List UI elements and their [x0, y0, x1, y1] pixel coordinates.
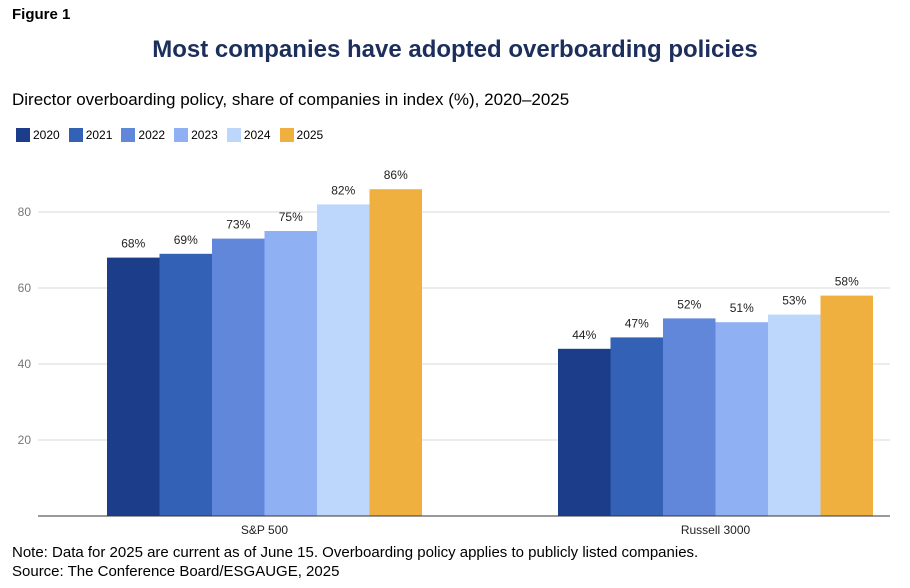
footnote: Note: Data for 2025 are current as of Ju… — [12, 543, 698, 581]
data-label: 51% — [730, 301, 754, 315]
y-tick-label: 60 — [18, 281, 32, 295]
legend-label: 2023 — [191, 128, 218, 142]
legend-label: 2021 — [85, 128, 113, 142]
y-tick-label: 80 — [18, 205, 32, 219]
legend-item-2023: 2023 — [174, 128, 218, 142]
bar-2021 — [610, 337, 663, 516]
legend-item-2020: 2020 — [16, 128, 60, 142]
data-label: 69% — [174, 233, 198, 247]
bar-2025 — [369, 189, 422, 516]
legend-item-2025: 2025 — [279, 128, 324, 142]
legend-label: 2022 — [138, 128, 166, 142]
legend-swatch — [279, 128, 294, 142]
legend-swatch — [174, 128, 189, 142]
x-category-label: S&P 500 — [241, 523, 288, 537]
figure-label: Figure 1 — [12, 6, 71, 23]
legend-swatch — [226, 128, 241, 142]
bar-2022 — [663, 318, 716, 516]
chart-subtitle: Director overboarding policy, share of c… — [12, 90, 570, 109]
bar-2022 — [212, 238, 265, 516]
bar-2024 — [768, 314, 821, 516]
data-label: 44% — [572, 328, 596, 342]
legend-item-2024: 2024 — [226, 128, 271, 142]
chart-title: Most companies have adopted overboarding… — [152, 36, 758, 63]
data-label: 52% — [677, 297, 701, 311]
legend-swatch — [121, 128, 136, 142]
y-tick-label: 40 — [18, 357, 32, 371]
bar-2024 — [317, 204, 370, 516]
legend: 2020 2021 2022 2023 2024 2025 — [16, 128, 323, 142]
data-label: 73% — [226, 218, 250, 232]
legend-swatch — [16, 128, 30, 142]
bar-2023 — [715, 322, 768, 516]
y-tick-label: 20 — [18, 433, 32, 447]
data-label: 86% — [384, 168, 408, 182]
note-text: Note: Data for 2025 are current as of Ju… — [12, 544, 699, 561]
bar-2023 — [264, 231, 317, 516]
data-label: 53% — [782, 294, 806, 308]
bar-2025 — [820, 295, 873, 516]
legend-label: 2024 — [243, 128, 271, 142]
legend-label: 2020 — [33, 128, 60, 142]
data-label: 75% — [279, 210, 303, 224]
source-text: Source: The Conference Board/ESGAUGE, 20… — [12, 563, 340, 580]
data-label: 82% — [331, 183, 355, 197]
bar-2021 — [159, 253, 212, 517]
data-label: 68% — [121, 237, 145, 251]
bar-chart: 20 40 60 80 68% 69% 73% 75% 82% 86% S&P 500 44% 47% 5… — [18, 168, 890, 537]
data-label: 47% — [625, 316, 649, 330]
x-category-label: Russell 3000 — [681, 523, 751, 537]
legend-swatch — [68, 128, 83, 142]
legend-label: 2025 — [296, 128, 324, 142]
legend-item-2022: 2022 — [121, 128, 165, 142]
bar-2020 — [558, 348, 611, 516]
bar-2020 — [107, 257, 160, 516]
data-label: 58% — [835, 275, 859, 289]
legend-item-2021: 2021 — [68, 128, 113, 142]
